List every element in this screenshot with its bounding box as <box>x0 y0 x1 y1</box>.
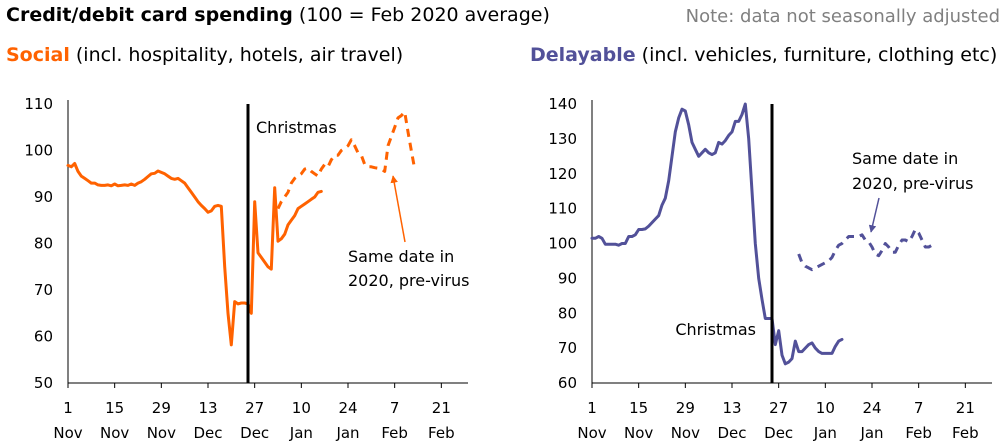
social-title-rest: (incl. hospitality, hotels, air travel) <box>69 44 404 66</box>
social-series-solid <box>66 162 323 347</box>
delayable-title-bold: Delayable <box>530 44 636 66</box>
chart-title-rest: (100 = Feb 2020 average) <box>292 4 550 26</box>
social-subtitle: Social (incl. hospitality, hotels, air t… <box>6 44 403 66</box>
delayable-x-tick-day: 7 <box>914 399 924 417</box>
delayable-subtitle: Delayable (incl. vehicles, furniture, cl… <box>530 44 997 66</box>
delayable-series-dashed <box>797 228 933 272</box>
social-x-tick-day: 24 <box>338 399 357 417</box>
delayable-series-solid <box>590 102 844 366</box>
delayable-x-tick-day: 27 <box>769 399 788 417</box>
delayable-annotation-arrow <box>868 197 880 233</box>
social-y-tick-label: 110 <box>24 95 53 113</box>
header: Credit/debit card spending (100 = Feb 20… <box>0 0 1008 80</box>
delayable-x-tick-day: 1 <box>587 399 597 417</box>
chart-title-bold: Credit/debit card spending <box>6 4 293 26</box>
delayable-y-tick-label: 140 <box>548 95 577 113</box>
delayable-x-tick-month: Dec <box>764 424 793 442</box>
social-x-tick-month: Dec <box>240 424 269 442</box>
delayable-x-tick-month: Nov <box>624 424 653 442</box>
social-x-tick-month: Dec <box>193 424 222 442</box>
social-y-tick-label: 100 <box>24 142 53 160</box>
delayable-x-tick-month: Jan <box>859 424 883 442</box>
delayable-x-tick-month: Dec <box>717 424 746 442</box>
social-series-dashed <box>276 110 417 210</box>
delayable-y-tick-label: 130 <box>548 130 577 148</box>
social-annotation-line: 2020, pre-virus <box>348 271 469 290</box>
delayable-x-tick-day: 24 <box>862 399 881 417</box>
delayable-annotation-line: Same date in <box>852 149 958 168</box>
social-annotation-line: Same date in <box>348 247 454 266</box>
social-x-tick-day: 7 <box>390 399 400 417</box>
delayable-x-tick-day: 29 <box>676 399 695 417</box>
social-title-bold: Social <box>6 44 70 66</box>
delayable-x-tick-month: Feb <box>905 424 932 442</box>
delayable-y-tick-label: 70 <box>558 339 577 357</box>
delayable-y-tick-label: 100 <box>548 235 577 253</box>
delayable-y-tick-label: 110 <box>548 200 577 218</box>
social-y-tick-label: 90 <box>34 188 53 206</box>
social-y-tick-label: 70 <box>34 281 53 299</box>
delayable-x-tick-day: 21 <box>956 399 975 417</box>
delayable-annotation-line: 2020, pre-virus <box>852 174 973 193</box>
delayable-x-tick-month: Nov <box>671 424 700 442</box>
delayable-y-tick-label: 80 <box>558 304 577 322</box>
social-x-tick-month: Nov <box>100 424 129 442</box>
social-x-tick-month: Nov <box>53 424 82 442</box>
social-x-tick-month: Jan <box>289 424 313 442</box>
social-x-tick-day: 13 <box>198 399 217 417</box>
delayable-chart: 60 70 80 90 100 110 120 130 140 1 Nov 15 Nov 29 Nov 13 D… <box>548 95 992 442</box>
social-y-tick-label: 50 <box>34 374 53 392</box>
social-x-tick-day: 21 <box>432 399 451 417</box>
delayable-title-rest: (incl. vehicles, furniture, clothing etc… <box>635 44 998 66</box>
delayable-y-tick-label: 60 <box>558 374 577 392</box>
delayable-x-tick-month: Feb <box>952 424 979 442</box>
seasonal-note: Note: data not seasonally adjusted <box>685 6 1000 27</box>
delayable-x-tick-day: 15 <box>629 399 648 417</box>
social-y-tick-label: 60 <box>34 328 53 346</box>
social-y-tick-label: 80 <box>34 235 53 253</box>
social-x-tick-month: Jan <box>335 424 359 442</box>
delayable-x-tick-day: 13 <box>722 399 741 417</box>
social-x-tick-month: Nov <box>147 424 176 442</box>
delayable-x-tick-month: Jan <box>813 424 837 442</box>
social-x-tick-day: 29 <box>152 399 171 417</box>
social-x-tick-day: 1 <box>63 399 73 417</box>
delayable-y-tick-label: 90 <box>558 269 577 287</box>
delayable-christmas-label: Christmas <box>675 320 756 339</box>
delayable-y-tick-label: 120 <box>548 165 577 183</box>
social-x-tick-day: 10 <box>292 399 311 417</box>
social-x-tick-month: Feb <box>381 424 408 442</box>
social-chart: 50 60 70 80 90 100 110 1 Nov 15 Nov 29 Nov 13 Dec 27 Dec… <box>24 95 469 442</box>
social-x-tick-month: Feb <box>428 424 455 442</box>
social-annotation-arrow <box>390 175 406 243</box>
social-x-tick-day: 27 <box>245 399 264 417</box>
social-christmas-label: Christmas <box>256 118 337 137</box>
delayable-x-tick-month: Nov <box>577 424 606 442</box>
chart-title: Credit/debit card spending (100 = Feb 20… <box>6 4 550 26</box>
social-x-tick-day: 15 <box>105 399 124 417</box>
delayable-x-tick-day: 10 <box>816 399 835 417</box>
